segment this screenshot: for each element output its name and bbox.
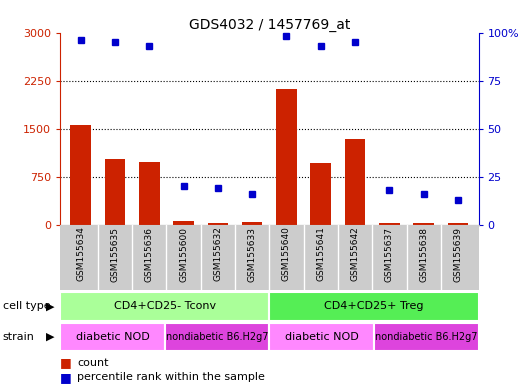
Bar	[105, 159, 126, 225]
Text: GSM155640: GSM155640	[282, 227, 291, 281]
Bar	[139, 162, 160, 225]
Text: GSM155637: GSM155637	[385, 227, 394, 281]
Text: GSM155635: GSM155635	[110, 227, 120, 281]
Text: diabetic NOD: diabetic NOD	[75, 332, 150, 342]
Text: strain: strain	[3, 332, 35, 342]
Bar	[60, 292, 269, 321]
Title: GDS4032 / 1457769_at: GDS4032 / 1457769_at	[189, 18, 350, 31]
Bar	[173, 222, 194, 225]
Bar	[379, 223, 400, 225]
Text: GSM155632: GSM155632	[213, 227, 222, 281]
Text: GSM155638: GSM155638	[419, 227, 428, 281]
Text: GSM155641: GSM155641	[316, 227, 325, 281]
Text: nondiabetic B6.H2g7: nondiabetic B6.H2g7	[166, 332, 268, 342]
Bar	[269, 323, 374, 351]
Text: cell type: cell type	[3, 301, 50, 311]
Text: GSM155642: GSM155642	[350, 227, 360, 281]
Text: GSM155639: GSM155639	[453, 227, 462, 281]
Bar	[311, 163, 331, 225]
Text: ▶: ▶	[46, 332, 54, 342]
Bar	[448, 223, 468, 225]
Bar	[60, 323, 165, 351]
Text: ▶: ▶	[46, 301, 54, 311]
Text: percentile rank within the sample: percentile rank within the sample	[77, 372, 265, 382]
Text: diabetic NOD: diabetic NOD	[285, 332, 359, 342]
Text: ■: ■	[60, 356, 72, 369]
Bar	[208, 223, 228, 225]
Bar	[165, 323, 269, 351]
Text: GSM155633: GSM155633	[248, 227, 257, 281]
Bar	[71, 125, 91, 225]
Bar	[276, 89, 297, 225]
Text: GSM155636: GSM155636	[145, 227, 154, 281]
Text: ■: ■	[60, 371, 72, 384]
Bar	[413, 223, 434, 225]
Bar	[269, 292, 479, 321]
Text: CD4+CD25- Tconv: CD4+CD25- Tconv	[113, 301, 216, 311]
Text: count: count	[77, 358, 108, 368]
Bar	[242, 222, 263, 225]
Bar	[345, 139, 366, 225]
Text: nondiabetic B6.H2g7: nondiabetic B6.H2g7	[375, 332, 477, 342]
Text: GSM155600: GSM155600	[179, 227, 188, 281]
Text: CD4+CD25+ Treg: CD4+CD25+ Treg	[324, 301, 424, 311]
Text: GSM155634: GSM155634	[76, 227, 85, 281]
Bar	[374, 323, 479, 351]
Bar	[60, 225, 479, 290]
